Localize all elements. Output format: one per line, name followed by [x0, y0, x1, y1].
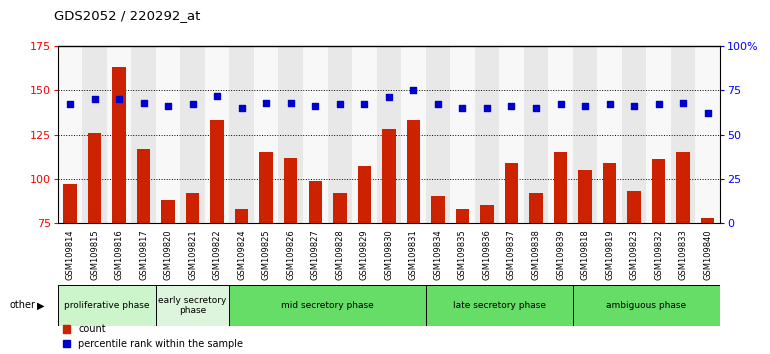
- Bar: [598, 46, 622, 223]
- Bar: [357, 166, 371, 223]
- Bar: [137, 149, 150, 223]
- Point: [285, 100, 297, 105]
- Bar: [156, 285, 229, 326]
- Bar: [235, 209, 249, 223]
- Point: [457, 105, 469, 111]
- Bar: [279, 46, 303, 223]
- Bar: [210, 120, 224, 223]
- Bar: [695, 46, 720, 223]
- Bar: [603, 163, 616, 223]
- Legend: count, percentile rank within the sample: count, percentile rank within the sample: [62, 324, 243, 349]
- Point: [677, 100, 689, 105]
- Bar: [426, 46, 450, 223]
- Point: [480, 105, 493, 111]
- Point: [604, 102, 616, 107]
- Point: [358, 102, 370, 107]
- Point: [701, 110, 714, 116]
- Bar: [474, 46, 499, 223]
- Bar: [652, 159, 665, 223]
- Bar: [431, 196, 444, 223]
- Bar: [284, 158, 297, 223]
- Point: [113, 96, 126, 102]
- Text: early secretory
phase: early secretory phase: [159, 296, 227, 315]
- Bar: [407, 120, 420, 223]
- Point: [236, 105, 248, 111]
- Point: [137, 100, 149, 105]
- Bar: [229, 46, 254, 223]
- Point: [628, 103, 641, 109]
- Bar: [186, 193, 199, 223]
- Bar: [426, 285, 573, 326]
- Bar: [646, 46, 671, 223]
- Bar: [205, 46, 229, 223]
- Point: [432, 102, 444, 107]
- Bar: [505, 163, 518, 223]
- Bar: [162, 200, 175, 223]
- Bar: [82, 46, 107, 223]
- Bar: [622, 46, 646, 223]
- Bar: [303, 46, 327, 223]
- Bar: [401, 46, 426, 223]
- Point: [652, 102, 665, 107]
- Text: ambiguous phase: ambiguous phase: [606, 301, 686, 310]
- Text: mid secretory phase: mid secretory phase: [281, 301, 374, 310]
- Bar: [180, 46, 205, 223]
- Bar: [107, 46, 132, 223]
- Bar: [456, 209, 469, 223]
- Bar: [573, 46, 598, 223]
- Bar: [578, 170, 592, 223]
- Point: [530, 105, 542, 111]
- Bar: [548, 46, 573, 223]
- Bar: [377, 46, 401, 223]
- Point: [309, 103, 321, 109]
- Bar: [450, 46, 474, 223]
- Text: proliferative phase: proliferative phase: [64, 301, 149, 310]
- Bar: [259, 152, 273, 223]
- Bar: [229, 285, 426, 326]
- Bar: [333, 193, 347, 223]
- Bar: [63, 184, 77, 223]
- Bar: [628, 191, 641, 223]
- Bar: [309, 181, 322, 223]
- Bar: [554, 152, 567, 223]
- Bar: [58, 46, 82, 223]
- Bar: [352, 46, 377, 223]
- Bar: [58, 285, 156, 326]
- Point: [260, 100, 273, 105]
- Bar: [132, 46, 156, 223]
- Bar: [156, 46, 180, 223]
- Bar: [701, 218, 715, 223]
- Text: late secretory phase: late secretory phase: [453, 301, 546, 310]
- Point: [89, 96, 101, 102]
- Text: ▶: ▶: [37, 300, 45, 310]
- Bar: [671, 46, 695, 223]
- Bar: [112, 67, 126, 223]
- Bar: [327, 46, 352, 223]
- Point: [211, 93, 223, 98]
- Bar: [480, 205, 494, 223]
- Bar: [676, 152, 690, 223]
- Point: [186, 102, 199, 107]
- Point: [64, 102, 76, 107]
- Point: [162, 103, 174, 109]
- Point: [407, 87, 420, 93]
- Bar: [254, 46, 279, 223]
- Text: GDS2052 / 220292_at: GDS2052 / 220292_at: [54, 9, 200, 22]
- Point: [505, 103, 517, 109]
- Point: [554, 102, 567, 107]
- Bar: [88, 133, 102, 223]
- Bar: [499, 46, 524, 223]
- Bar: [573, 285, 720, 326]
- Point: [333, 102, 346, 107]
- Text: other: other: [9, 300, 35, 310]
- Bar: [524, 46, 548, 223]
- Point: [383, 95, 395, 100]
- Bar: [382, 129, 396, 223]
- Bar: [529, 193, 543, 223]
- Point: [579, 103, 591, 109]
